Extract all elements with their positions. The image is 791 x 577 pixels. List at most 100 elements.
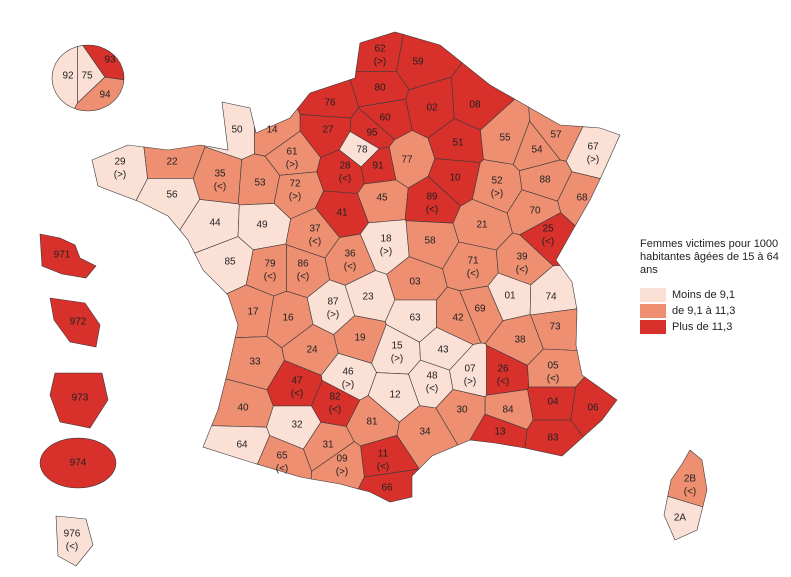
department-note: (>) [336,467,349,478]
department-code: 58 [424,236,436,247]
legend-entry: Plus de 11,3 [640,319,785,335]
department-note: (<) [684,487,697,498]
legend-swatch [640,288,666,302]
department-note: (>) [289,192,302,203]
department-code: 44 [209,218,221,229]
department-note: (<) [309,237,322,248]
department-code: 973 [72,393,89,404]
department-code: 65 [276,451,288,462]
department-note: (<) [344,262,357,273]
department [74,76,125,112]
legend-entry: Moins de 9,1 [640,287,785,303]
department-code: 01 [504,291,516,302]
department-code: 87 [327,297,339,308]
department-code: 12 [389,390,401,401]
department-note: (>) [327,310,340,321]
department-code: 61 [286,147,298,158]
department-code: 24 [306,345,318,356]
department-code: 64 [236,440,248,451]
department-code: 40 [237,403,249,414]
legend-label: Plus de 11,3 [672,321,733,333]
department-code: 08 [469,100,481,111]
legend-swatch [640,304,666,318]
department-code: 07 [464,364,476,375]
department-note: (>) [380,247,393,258]
department-code: 78 [356,145,368,156]
department-code: 13 [494,427,506,438]
department-code: 17 [247,307,259,318]
department-code: 53 [254,178,266,189]
department-code: 37 [309,224,321,235]
department-code: 93 [104,55,116,66]
department-code: 89 [426,192,438,203]
legend-title: Femmes victimes pour 1000 habitantes âgé… [640,238,779,276]
department-note: (>) [286,160,299,171]
department-code: 10 [449,173,461,184]
department-code: 84 [502,405,514,416]
department-note: (<) [467,269,480,280]
department-code: 59 [412,57,424,68]
department-code: 25 [542,224,554,235]
department-code: 15 [391,341,403,352]
department-code: 73 [549,322,561,333]
department-note: (<) [214,182,227,193]
department-code: 91 [372,161,384,172]
department-code: 75 [81,71,93,82]
department-code: 18 [380,234,392,245]
department-code: 95 [366,128,378,139]
department [524,419,584,457]
department-code: 88 [539,175,551,186]
department-code: 2A [674,513,687,524]
department-code: 29 [114,157,126,168]
department-code: 28 [339,161,351,172]
department-code: 04 [547,397,559,408]
legend: Femmes victimes pour 1000 habitantes âgé… [640,238,785,335]
department-code: 34 [419,427,431,438]
department-code: 11 [378,449,389,460]
department-code: 80 [374,83,386,94]
department-note: (<) [426,205,439,216]
department-code: 92 [62,71,74,82]
department-code: 42 [452,313,464,324]
department [663,495,704,541]
department-code: 50 [231,125,243,136]
department-code: 05 [547,361,559,372]
department-code: 94 [99,90,111,101]
department-code: 16 [282,313,294,324]
department-code: 976 [64,529,81,540]
department-code: 81 [366,417,378,428]
department-code: 36 [344,249,356,260]
department-code: 2B [684,474,697,485]
department-code: 23 [362,292,374,303]
department-note: (<) [66,542,79,553]
department-note: (<) [547,374,560,385]
department-code: 972 [70,317,87,328]
department-code: 52 [491,176,503,187]
legend-swatch [640,320,666,334]
department-code: 70 [529,206,541,217]
department [49,372,109,429]
department-code: 69 [474,304,486,315]
department [310,441,365,490]
department-note: (>) [114,170,127,181]
department-code: 26 [497,364,509,375]
department-code: 39 [516,252,528,263]
department-code: 38 [514,335,526,346]
department-note: (<) [426,384,439,395]
department-note: (<) [291,389,304,400]
department-code: 49 [256,220,268,231]
department-note: (>) [587,155,600,166]
department-code: 57 [550,130,562,141]
department-code: 45 [376,193,388,204]
department-note: (<) [297,272,310,283]
department-code: 32 [291,420,303,431]
department-code: 60 [379,113,391,124]
department-code: 27 [322,125,334,136]
legend-label: de 9,1 à 11,3 [672,305,736,317]
department-code: 83 [547,433,559,444]
department-code: 56 [166,190,178,201]
department-code: 62 [374,44,386,55]
department-code: 48 [426,371,438,382]
department-note: (>) [464,377,477,388]
